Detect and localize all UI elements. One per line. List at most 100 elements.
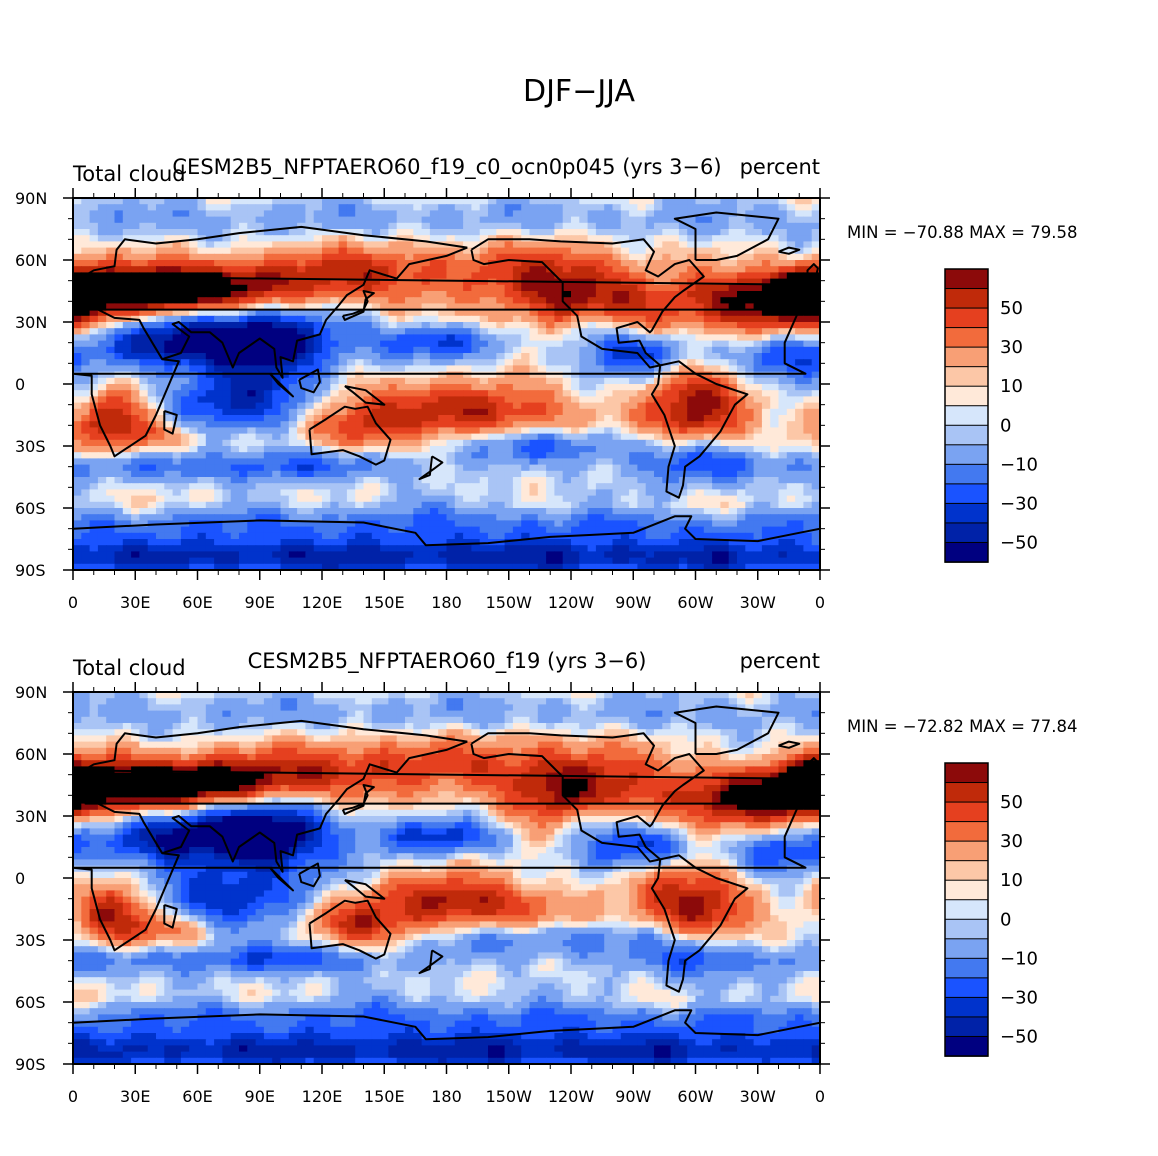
field-cell — [230, 514, 240, 521]
field-cell — [197, 346, 207, 354]
field-cell — [529, 346, 539, 354]
field-cell — [429, 452, 439, 459]
field-cell — [637, 464, 647, 472]
field-cell — [255, 439, 265, 447]
field-cell — [156, 508, 165, 515]
field-cell — [537, 452, 547, 459]
field-cell — [546, 291, 555, 298]
field-cell — [156, 359, 165, 366]
field-cell — [380, 247, 389, 255]
field-cell — [429, 402, 439, 410]
field-cell — [662, 408, 672, 416]
field-cell — [272, 322, 282, 329]
field-cell — [272, 514, 282, 521]
field-cell — [811, 495, 820, 503]
field-cell — [720, 427, 730, 435]
field-cell — [114, 539, 124, 546]
field-cell — [280, 501, 290, 509]
field-cell — [239, 477, 248, 484]
field-cell — [164, 315, 174, 323]
field-cell — [429, 266, 439, 273]
field-cell — [280, 297, 290, 304]
field-cell — [272, 229, 282, 236]
field-cell — [172, 198, 182, 205]
field-cell — [728, 359, 738, 366]
field-cell — [604, 272, 614, 280]
field-cell — [438, 260, 448, 267]
field-cell — [811, 278, 820, 286]
field-cell — [770, 396, 780, 404]
field-cell — [463, 272, 472, 280]
field-cell — [214, 309, 223, 317]
field-cell — [73, 452, 82, 459]
field-cell — [471, 458, 481, 466]
field-cell — [604, 408, 614, 416]
field-cell — [521, 340, 531, 348]
field-cell — [139, 340, 149, 348]
field-cell — [629, 402, 638, 410]
field-cell — [230, 241, 240, 249]
field-cell — [745, 328, 755, 335]
field-cell — [147, 272, 157, 280]
field-cell — [463, 470, 472, 478]
field-cell — [164, 235, 174, 242]
field-cell — [272, 272, 282, 280]
field-cell — [305, 483, 315, 490]
field-cell — [247, 415, 257, 422]
field-cell — [305, 532, 315, 540]
field-cell — [662, 439, 672, 447]
field-cell — [645, 284, 655, 292]
field-cell — [695, 346, 705, 354]
field-cell — [803, 229, 813, 236]
field-cell — [97, 235, 107, 242]
field-cell — [263, 266, 273, 273]
field-cell — [263, 427, 273, 435]
field-cell — [288, 470, 298, 478]
field-cell — [496, 309, 506, 317]
field-cell — [222, 247, 232, 255]
field-cell — [587, 222, 597, 230]
field-cell — [89, 508, 99, 515]
field-cell — [703, 390, 713, 397]
field-cell — [363, 260, 373, 267]
field-cell — [479, 415, 489, 422]
field-cell — [214, 526, 223, 534]
field-cell — [811, 464, 820, 472]
field-cell — [654, 526, 663, 534]
field-cell — [654, 235, 663, 242]
field-cell — [172, 260, 182, 267]
field-cell — [471, 526, 481, 534]
field-cell — [446, 309, 456, 317]
field-cell — [753, 371, 763, 379]
field-cell — [795, 340, 804, 348]
field-cell — [604, 508, 614, 515]
field-cell — [678, 501, 688, 509]
field-cell — [280, 427, 290, 435]
field-cell — [205, 470, 215, 478]
field-cell — [629, 260, 638, 267]
field-cell — [106, 303, 116, 311]
field-cell — [222, 470, 232, 478]
field-cell — [81, 377, 91, 385]
field-cell — [737, 216, 746, 224]
field-cell — [595, 415, 605, 422]
field-cell — [330, 489, 340, 497]
field-cell — [604, 384, 614, 391]
field-cell — [479, 458, 489, 466]
field-cell — [280, 508, 290, 515]
field-cell — [139, 210, 149, 218]
field-cell — [97, 340, 107, 348]
field-cell — [89, 315, 99, 323]
field-cell — [446, 315, 456, 323]
field-cell — [272, 446, 282, 453]
field-cell — [388, 222, 398, 230]
field-cell — [139, 353, 149, 360]
field-cell — [753, 464, 763, 472]
field-cell — [114, 303, 124, 311]
field-cell — [81, 291, 91, 298]
field-cell — [222, 433, 232, 441]
field-cell — [164, 539, 174, 546]
field-cell — [363, 489, 373, 497]
field-cell — [637, 495, 647, 503]
field-cell — [263, 322, 273, 329]
